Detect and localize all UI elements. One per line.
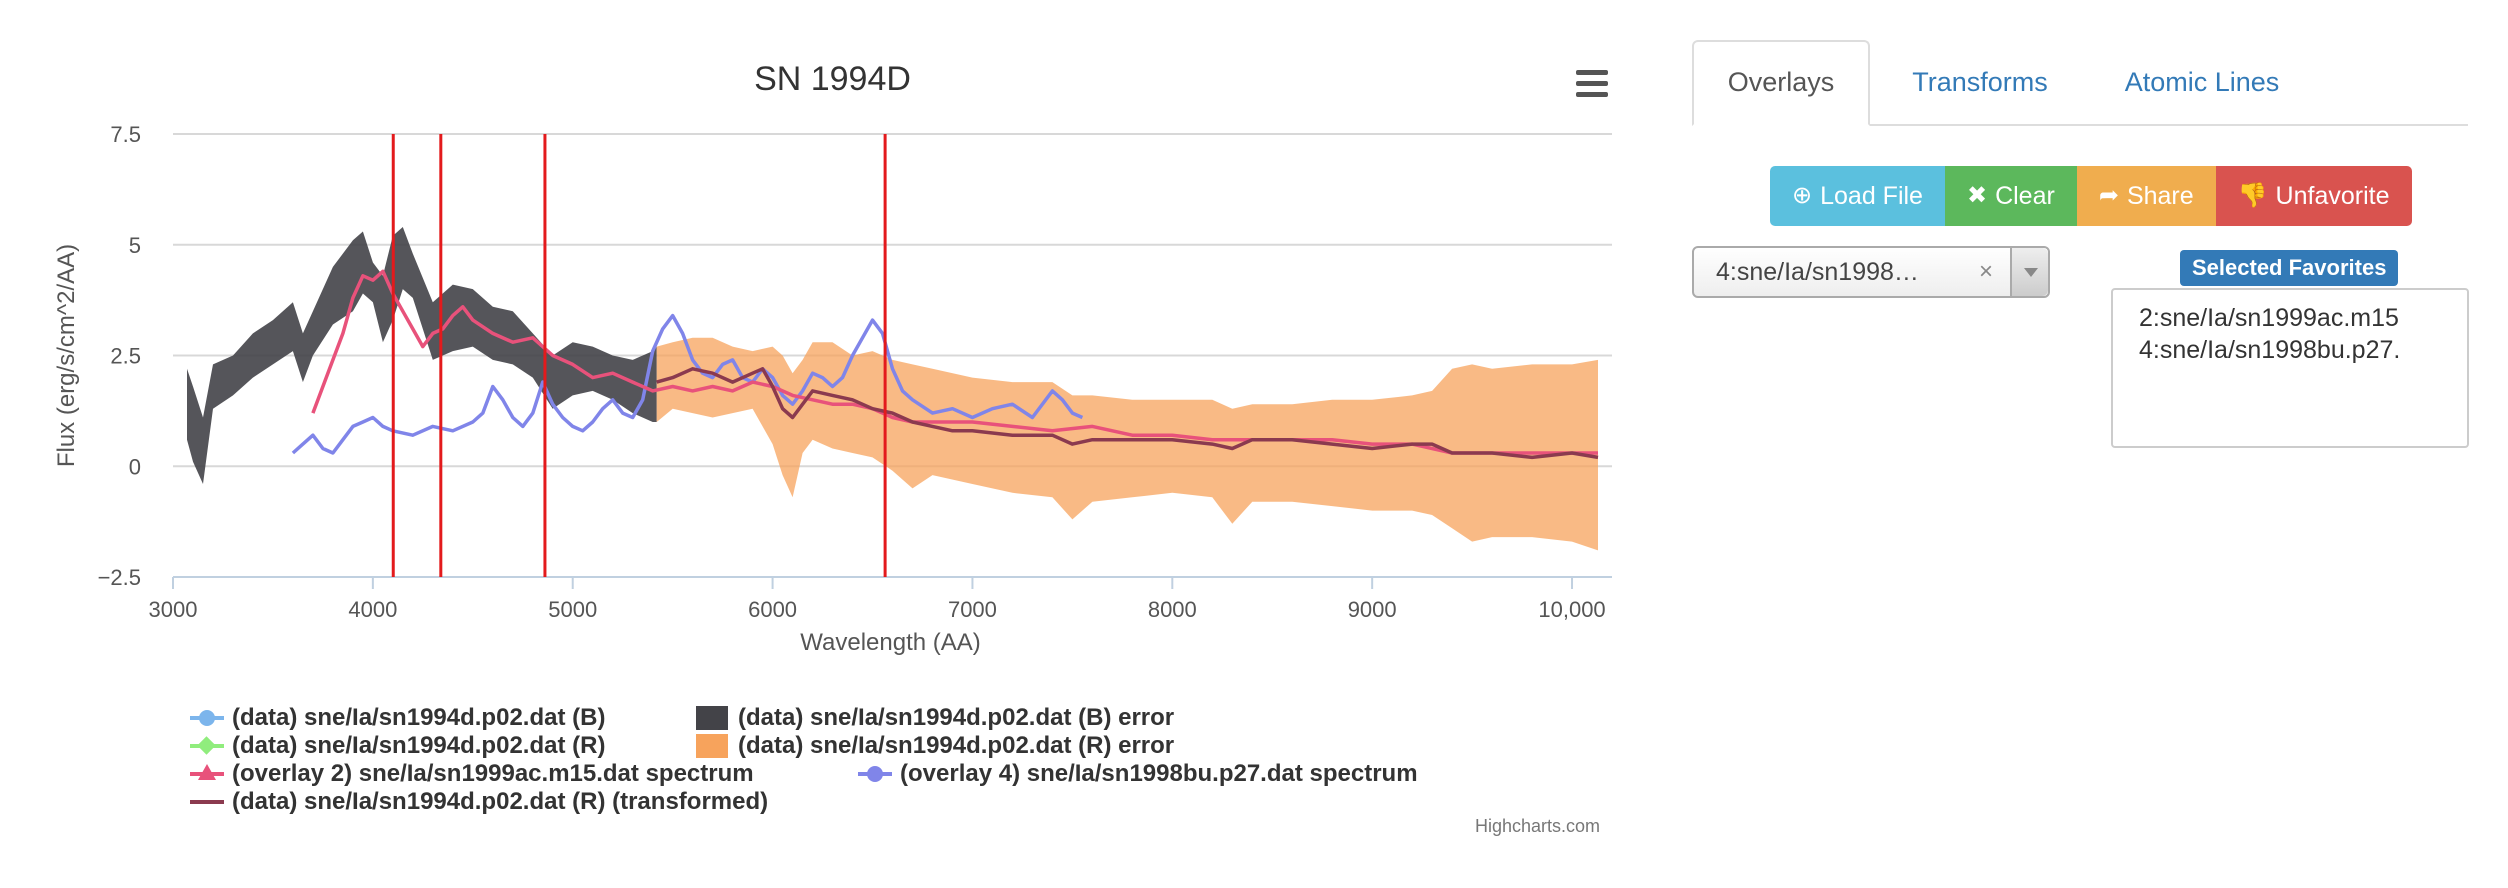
legend-label: (overlay 2) sne/Ia/sn1999ac.m15.dat spec… bbox=[232, 760, 754, 787]
y-tick-label: −2.5 bbox=[98, 565, 141, 590]
series-line bbox=[311, 269, 1598, 455]
thumbs-down-icon: 👎 bbox=[2237, 182, 2268, 209]
x-tick-label: 8000 bbox=[1148, 597, 1197, 622]
overlay-panel: Overlays Transforms Atomic Lines ⊕ Load … bbox=[1692, 40, 2472, 840]
unfavorite-label: Unfavorite bbox=[2275, 182, 2390, 210]
y-axis-label: Flux (erg/s/cm^2/AA) bbox=[53, 244, 80, 467]
legend-item-transformed[interactable]: (data) sne/Ia/sn1994d.p02.dat (R) (trans… bbox=[190, 788, 768, 816]
legend-symbol-circle-icon bbox=[858, 763, 892, 785]
legend-label: (data) sne/Ia/sn1994d.p02.dat (R) (trans… bbox=[232, 788, 769, 815]
legend-item-overlay-4[interactable]: (overlay 4) sne/Ia/sn1998bu.p27.dat spec… bbox=[858, 760, 1418, 788]
favorite-item[interactable]: 2:sne/Ia/sn1999ac.m15 bbox=[2139, 304, 2399, 332]
chart-legend: (data) sne/Ia/sn1994d.p02.dat (B) (data)… bbox=[190, 704, 1590, 834]
chart-menu-button[interactable] bbox=[1570, 64, 1614, 104]
action-button-group: ⊕ Load File ✖ Clear ➦ Share 👎 Unfavorite bbox=[1770, 166, 2412, 226]
load-file-button[interactable]: ⊕ Load File bbox=[1770, 166, 1945, 226]
legend-item-b-error[interactable]: (data) sne/Ia/sn1994d.p02.dat (B) error bbox=[696, 704, 1174, 732]
share-arrow-icon: ➦ bbox=[2098, 182, 2119, 209]
x-tick-label: 5000 bbox=[548, 597, 597, 622]
series-line bbox=[656, 367, 1599, 460]
favorites-list[interactable]: 2:sne/Ia/sn1999ac.m15 4:sne/Ia/sn1998bu.… bbox=[2111, 288, 2469, 448]
legend-label: (data) sne/Ia/sn1994d.p02.dat (B) bbox=[232, 704, 606, 731]
load-file-label: Load File bbox=[1820, 182, 1923, 210]
x-tick-label: 7000 bbox=[948, 597, 997, 622]
x-tick-label: 3000 bbox=[149, 597, 198, 622]
legend-symbol-circle-icon bbox=[190, 707, 224, 729]
overlay-select-value: 4:sne/Ia/sn1998… bbox=[1716, 258, 1919, 286]
legend-symbol-box-icon bbox=[696, 734, 728, 758]
legend-symbol-line-icon bbox=[190, 791, 224, 813]
share-button[interactable]: ➦ Share bbox=[2076, 166, 2216, 226]
legend-item-r-data[interactable]: (data) sne/Ia/sn1994d.p02.dat (R) bbox=[190, 732, 605, 760]
clear-x-icon[interactable]: × bbox=[1979, 258, 1994, 285]
legend-symbol-triangle-icon bbox=[190, 763, 224, 785]
clear-label: Clear bbox=[1995, 182, 2055, 210]
legend-symbol-box-icon bbox=[696, 706, 728, 730]
tab-overlays[interactable]: Overlays bbox=[1692, 40, 1870, 126]
x-tick-label: 4000 bbox=[348, 597, 397, 622]
tab-transforms[interactable]: Transforms bbox=[1912, 67, 2048, 97]
legend-item-r-error[interactable]: (data) sne/Ia/sn1994d.p02.dat (R) error bbox=[696, 732, 1174, 760]
spectrum-chart: −2.5 0 2.5 5 7.5 3000 4000 5000 6000 7000 8000 9000… bbox=[53, 60, 1614, 836]
legend-label: (data) sne/Ia/sn1994d.p02.dat (R) error bbox=[738, 732, 1175, 759]
tab-bar: Overlays Transforms Atomic Lines bbox=[1692, 40, 2468, 126]
legend-item-overlay-2[interactable]: (overlay 2) sne/Ia/sn1999ac.m15.dat spec… bbox=[190, 760, 754, 788]
clear-button[interactable]: ✖ Clear bbox=[1944, 166, 2077, 226]
chart-credits-link[interactable]: Highcharts.com bbox=[1475, 816, 1601, 836]
chart-canvas: −2.5 0 2.5 5 7.5 3000 4000 5000 6000 7000 8000 9000… bbox=[53, 60, 1612, 656]
y-tick-label: 2.5 bbox=[110, 344, 141, 369]
selected-favorites-label: Selected Favorites bbox=[2180, 250, 2399, 286]
legend-symbol-diamond-icon bbox=[190, 735, 224, 757]
favorite-item[interactable]: 4:sne/Ia/sn1998bu.p27. bbox=[2139, 336, 2401, 364]
tab-atomic-lines[interactable]: Atomic Lines bbox=[2124, 67, 2280, 97]
share-label: Share bbox=[2126, 182, 2194, 210]
error-band-area bbox=[187, 227, 657, 484]
error-band-area bbox=[656, 337, 1598, 551]
series-line bbox=[291, 313, 1084, 455]
x-tick-label: 9000 bbox=[1348, 597, 1397, 622]
legend-label: (overlay 4) sne/Ia/sn1998bu.p27.dat spec… bbox=[900, 760, 1418, 787]
legend-label: (data) sne/Ia/sn1994d.p02.dat (R) bbox=[232, 732, 606, 759]
overlay-select[interactable]: 4:sne/Ia/sn1998… × bbox=[1692, 246, 2050, 298]
close-icon: ✖ bbox=[1966, 182, 1988, 209]
x-axis-label: Wavelength (AA) bbox=[800, 629, 981, 656]
chart-title: SN 1994D bbox=[754, 60, 911, 98]
y-tick-label: 5 bbox=[129, 233, 141, 258]
x-tick-label: 6000 bbox=[748, 597, 797, 622]
y-tick-label: 0 bbox=[129, 454, 141, 479]
dropdown-arrow-icon[interactable] bbox=[2010, 248, 2048, 296]
unfavorite-button[interactable]: 👎 Unfavorite bbox=[2215, 166, 2412, 226]
y-tick-label: 7.5 bbox=[110, 122, 141, 147]
legend-item-b-data[interactable]: (data) sne/Ia/sn1994d.p02.dat (B) bbox=[190, 704, 605, 732]
download-circle-icon: ⊕ bbox=[1792, 182, 1813, 209]
x-tick-label: 10,000 bbox=[1538, 597, 1605, 622]
legend-label: (data) sne/Ia/sn1994d.p02.dat (B) error bbox=[738, 704, 1175, 731]
